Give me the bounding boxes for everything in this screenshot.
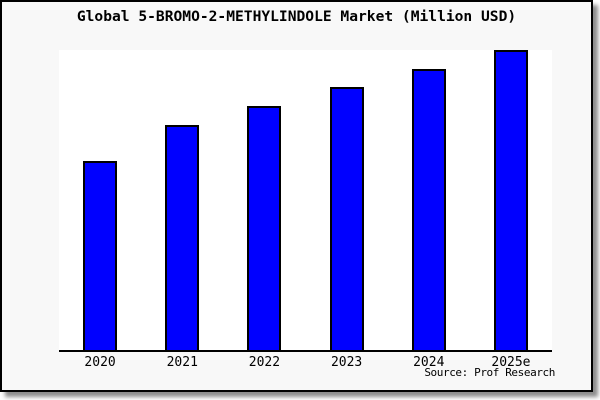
bar-slot-2023 <box>306 50 388 350</box>
x-tick-label-2021: 2021 <box>166 355 198 370</box>
bar-2025e <box>493 50 528 350</box>
x-tick-label-2022: 2022 <box>248 355 281 370</box>
bar-slot-2024 <box>388 50 470 350</box>
chart-title: Global 5-BROMO-2-METHYLINDOLE Market (Mi… <box>76 8 517 25</box>
bar-slot-2025e <box>470 50 552 350</box>
bar-slot-2021 <box>141 50 223 350</box>
source-note: Source: Prof Research <box>424 366 555 379</box>
x-tick-label-2024: 2024 <box>413 355 445 370</box>
x-tick-label-2020: 2020 <box>84 355 116 370</box>
plot-area <box>59 50 552 352</box>
x-tick-label-2025e: 2025e <box>491 355 531 370</box>
x-axis-labels: 2020 2021 2022 2023 2024 2025e <box>59 355 552 370</box>
bar-slot-2022 <box>223 50 305 350</box>
x-tick-label-2023: 2023 <box>330 355 363 370</box>
bar-2024 <box>411 69 446 350</box>
bar-2020 <box>83 161 118 350</box>
bar-2023 <box>329 87 364 350</box>
bar-2021 <box>165 125 200 350</box>
x-axis-line <box>59 350 552 352</box>
chart-panel: Global 5-BROMO-2-METHYLINDOLE Market (Mi… <box>0 0 593 392</box>
bar-slot-2020 <box>59 50 141 350</box>
bar-2022 <box>247 106 282 350</box>
